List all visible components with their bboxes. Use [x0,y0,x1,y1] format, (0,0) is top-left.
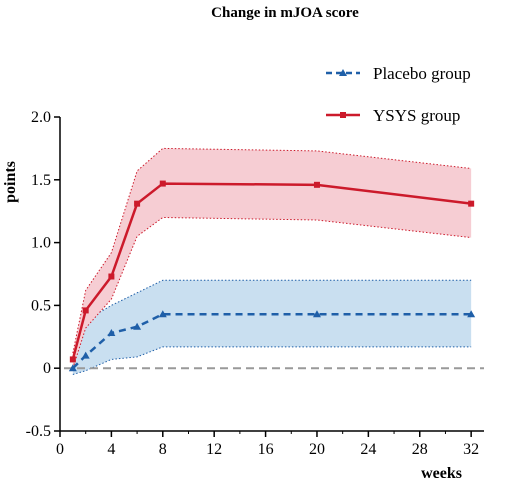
point-0-1 [81,351,90,359]
legend-marker-1 [340,112,346,118]
y-tick-label-3: 1.0 [31,235,51,252]
legend: Placebo group YSYS group [326,64,471,125]
legend-label-1: YSYS group [373,106,460,125]
legend-marker-0 [339,69,347,76]
point-0-6 [467,310,476,318]
x-tick-label-3: 12 [206,441,222,458]
y-tick-label-4: 1.5 [31,172,51,189]
band-0 [72,280,472,375]
point-1-2 [108,273,115,280]
x-tick-label-4: 16 [258,441,274,458]
chart-title: Change in mJOA score [211,5,359,21]
x-tick-label-6: 24 [360,441,376,458]
point-0-5 [312,310,321,318]
band-lower-edge-1 [72,216,472,369]
band-lower-edge-0 [72,346,472,375]
point-1-5 [313,181,320,188]
point-0-3 [133,322,142,330]
x-tick-label-2: 8 [159,441,167,458]
x-tick-label-5: 20 [309,441,325,458]
point-0-4 [158,310,167,318]
point-1-1 [82,307,89,314]
point-1-0 [69,356,76,363]
confidence-bands [72,147,472,375]
point-1-3 [134,200,141,207]
y-tick-label-2: 0.5 [31,297,51,314]
point-0-0 [68,364,77,372]
point-0-2 [107,329,116,337]
legend-label-0: Placebo group [373,64,471,83]
point-1-6 [468,200,475,207]
x-tick-label-0: 0 [56,441,64,458]
band-1 [72,148,472,369]
axes: -0.5 0 0.5 1.0 1.5 2.0 0 4 8 12 16 20 24 28 32 [26,109,484,458]
point-1-4 [159,180,166,187]
x-axis-label: weeks [421,465,462,482]
y-axis-label: points [2,161,19,203]
y-tick-label-5: 2.0 [31,109,51,126]
y-tick-label-0: -0.5 [26,423,51,440]
y-tick-label-1: 0 [43,360,51,377]
x-tick-label-8: 32 [463,441,479,458]
x-tick-label-7: 28 [412,441,428,458]
series-lines [68,180,476,372]
band-upper-edge-1 [72,147,472,354]
x-tick-label-1: 4 [107,441,115,458]
